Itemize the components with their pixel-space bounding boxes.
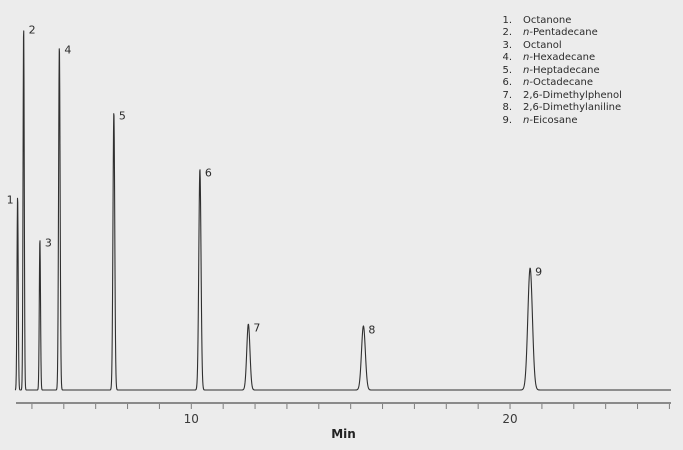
legend-item-number: 1. (502, 15, 512, 26)
compound-italic-prefix: n- (523, 114, 533, 126)
legend-item-7: 7. 2,6-Dimethylphenol (498, 89, 622, 102)
legend-item-compound: 2,6-Dimethylphenol (523, 89, 622, 101)
legend-item-compound: Octanone (523, 15, 572, 26)
legend-item-number: 6. (502, 77, 512, 89)
legend-item-number: 4. (502, 52, 512, 64)
legend-item-4: 4. n-Hexadecane (498, 52, 622, 64)
peak-label-4: 4 (64, 44, 71, 57)
legend-item-1: 1. Octanone (498, 15, 622, 27)
legend-item-compound: Octanol (523, 39, 562, 51)
compound-italic-prefix: n- (523, 64, 533, 76)
legend-item-6: 6. n-Octadecane (498, 77, 622, 89)
peak-label-5: 5 (119, 109, 126, 122)
peak-label-2: 2 (29, 24, 36, 37)
compound-italic-prefix: n- (523, 27, 533, 39)
x-tick-label-20: 20 (502, 412, 517, 426)
peak-label-6: 6 (205, 167, 212, 180)
legend-item-compound: n-Octadecane (523, 77, 593, 89)
chromatogram-trace (14, 30, 672, 391)
legend-item-compound: 2,6-Dimethylaniline (523, 102, 622, 114)
peak-label-9: 9 (535, 266, 542, 279)
legend-item-number: 9. (502, 114, 512, 126)
legend-item-compound: n-Pentadecane (523, 27, 598, 39)
legend-item-number: 8. (502, 102, 512, 114)
legend-item-compound: n-Heptadecane (523, 64, 600, 76)
legend-item-compound: n-Eicosane (523, 114, 578, 126)
x-tick-label-10: 10 (184, 412, 199, 426)
legend-item-compound: n-Hexadecane (523, 52, 596, 64)
peak-legend: 1. Octanone 2. n-Pentadecane 3. Octanol 4. n-He… (498, 15, 622, 127)
legend-item-number: 2. (502, 27, 512, 39)
legend-item-9: 9. n-Eicosane (498, 115, 622, 127)
compound-italic-prefix: n- (523, 52, 533, 64)
peak-label-3: 3 (45, 236, 52, 249)
compound-italic-prefix: n- (523, 77, 533, 89)
legend-item-number: 7. (502, 89, 512, 101)
legend-item-5: 5. n-Heptadecane (498, 65, 622, 77)
peak-label-7: 7 (253, 322, 260, 335)
legend-item-8: 8. 2,6-Dimethylaniline (498, 102, 622, 114)
legend-item-3: 3. Octanol (498, 40, 622, 52)
x-axis-label: Min (331, 427, 356, 441)
peak-label-1: 1 (7, 193, 14, 206)
legend-item-number: 3. (502, 39, 512, 51)
legend-item-2: 2. n-Pentadecane (498, 27, 622, 39)
legend-item-number: 5. (502, 64, 512, 76)
peak-label-8: 8 (368, 323, 375, 336)
